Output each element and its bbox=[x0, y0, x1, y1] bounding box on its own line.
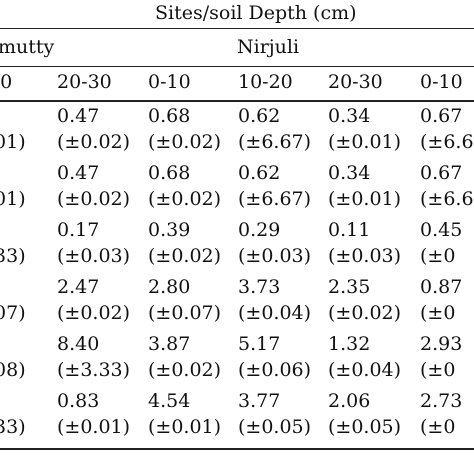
table-cell-value: 0.62 bbox=[238, 162, 281, 184]
table-cell-value: 0.62 bbox=[238, 105, 281, 127]
header-rule bbox=[0, 28, 474, 29]
table-cell-value: 4.54 bbox=[148, 390, 191, 412]
table-cell-error: (±0.02) bbox=[148, 245, 222, 267]
table-cell-value: 0.45 bbox=[420, 219, 463, 241]
table-cell-value: 0.68 bbox=[148, 105, 191, 127]
table-cell-error: (±0.04) bbox=[238, 302, 312, 324]
table-cell-error: (±0.02) bbox=[148, 359, 222, 381]
table-cell-value: 0.87 bbox=[420, 276, 463, 298]
table-cell-value: 0.34 bbox=[328, 162, 371, 184]
table-cell-value: 5.17 bbox=[238, 333, 281, 355]
table-header-title: Sites/soil Depth (cm) bbox=[155, 2, 357, 24]
table-cell-value: 1.32 bbox=[328, 333, 371, 355]
bottom-rule bbox=[0, 448, 474, 450]
depth-header: 0-10 bbox=[420, 71, 463, 93]
table-cell-value: 0.47 bbox=[57, 162, 100, 184]
table-cell-error: (±0.05) bbox=[238, 416, 312, 438]
table-cell-error: (±0.02) bbox=[148, 131, 222, 153]
site-label-nirjuli: Nirjuli bbox=[237, 36, 300, 58]
table-cell-value: 2.73 bbox=[420, 390, 463, 412]
table-cell-error: (±0 bbox=[420, 302, 456, 324]
table-cell-error: (±0.01) bbox=[57, 416, 131, 438]
depth-header: 20 bbox=[0, 71, 13, 93]
table-cell-error: (±0.02) bbox=[148, 188, 222, 210]
table-cell-value: 8.40 bbox=[57, 333, 100, 355]
depth-header: 20-30 bbox=[328, 71, 383, 93]
depth-header: 0-10 bbox=[148, 71, 191, 93]
table-cell-value: 0.83 bbox=[57, 390, 100, 412]
table-cell-value: 2.93 bbox=[420, 333, 463, 355]
table-cell-value: 2.80 bbox=[148, 276, 191, 298]
table-cell-error: (±0.01) bbox=[328, 188, 402, 210]
table-cell-error: (±0.02) bbox=[57, 131, 131, 153]
table-cell-error: (±0.05) bbox=[328, 416, 402, 438]
table-cell-value: 2.47 bbox=[57, 276, 100, 298]
table-cell-error: (±0 bbox=[420, 245, 456, 267]
table-cell-error: (±0.03) bbox=[328, 245, 402, 267]
table-cell-error: (±6.6 bbox=[420, 131, 474, 153]
depth-header: 20-30 bbox=[57, 71, 112, 93]
table-cell-error: (±0 bbox=[420, 359, 456, 381]
depth-rule bbox=[0, 100, 474, 102]
site-label-mutty: mutty bbox=[0, 36, 55, 58]
sites-rule bbox=[0, 66, 474, 67]
table-cell-error: (±0.02) bbox=[57, 188, 131, 210]
table-cell-value: 1 bbox=[0, 392, 1, 411]
table-cell-value: 3.73 bbox=[238, 276, 281, 298]
table-cell-value: 0.29 bbox=[238, 219, 281, 241]
table-cell-value: 3.77 bbox=[238, 390, 281, 412]
table-cell-value: 3.87 bbox=[148, 333, 191, 355]
table-cell-error: (±0.02) bbox=[328, 302, 402, 324]
table-cell-error: (±0.04) bbox=[328, 359, 402, 381]
table-cell-error: (±0 bbox=[420, 416, 456, 438]
table-cell-value: 2.35 bbox=[328, 276, 371, 298]
table-cell-error: (±0.03) bbox=[57, 245, 131, 267]
table-cell-error: .01) bbox=[0, 188, 26, 210]
table-cell-value: 0.67 bbox=[420, 105, 463, 127]
table-cell-error: .08) bbox=[0, 359, 26, 381]
table-cell-error: (±0.01) bbox=[328, 131, 402, 153]
table-cell-error: (±0.01) bbox=[148, 416, 222, 438]
table-cell-error: .01) bbox=[0, 131, 26, 153]
table-cell-value: 0.68 bbox=[148, 162, 191, 184]
table-cell-value: 0.67 bbox=[420, 162, 463, 184]
table-cell-value: 2.06 bbox=[328, 390, 371, 412]
table-cell-error: (±0.07) bbox=[148, 302, 222, 324]
table-cell-error: .07) bbox=[0, 302, 26, 324]
table-cell-error: (±3.33) bbox=[57, 359, 131, 381]
table-cell-error: (±6.67) bbox=[238, 188, 312, 210]
table-cell-error: (±0.02) bbox=[57, 302, 131, 324]
table-cell-value: 0.11 bbox=[328, 219, 371, 241]
table-cell-error: .33) bbox=[0, 416, 26, 438]
table-cell-error: (±0.06) bbox=[238, 359, 312, 381]
table-cell-value: 0.17 bbox=[57, 219, 100, 241]
table-cell-value: 0.47 bbox=[57, 105, 100, 127]
table-cell-error: (±6.67) bbox=[238, 131, 312, 153]
table-cell-error: .33) bbox=[0, 245, 26, 267]
table-cell-value: 0.34 bbox=[328, 105, 371, 127]
table-cell-error: (±6.6 bbox=[420, 188, 474, 210]
depth-header: 10-20 bbox=[238, 71, 293, 93]
table-cell-value: 0.39 bbox=[148, 219, 191, 241]
table-cell-error: (±0.03) bbox=[238, 245, 312, 267]
